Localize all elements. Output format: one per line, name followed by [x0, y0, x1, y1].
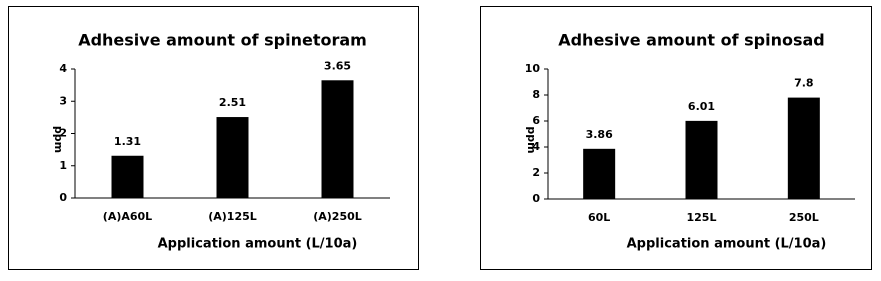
value-label: 7.8	[794, 77, 814, 90]
value-label: 1.31	[114, 135, 141, 148]
x-tick-label: 60L	[588, 211, 610, 224]
chart: Adhesive amount of spinetoram ppm Applicat…	[8, 6, 419, 270]
y-tick-label: 10	[525, 62, 541, 75]
x-axis-label: Application amount (L/10a)	[158, 237, 358, 252]
bar	[583, 148, 616, 199]
chart-title: Adhesive amount of spinosad	[558, 31, 825, 50]
y-tick-label: 3	[59, 94, 67, 107]
chart: Adhesive amount of spinosad ppm Applicatio…	[480, 6, 872, 270]
value-label: 3.86	[586, 128, 613, 141]
y-tick-label: 1	[59, 159, 67, 172]
y-tick-label: 2	[532, 166, 540, 179]
y-tick-label: 0	[59, 191, 67, 204]
bar	[111, 155, 144, 198]
value-label: 2.51	[219, 96, 246, 109]
y-tick-label: 4	[59, 62, 67, 75]
x-tick-label: 125L	[687, 211, 717, 224]
y-tick-label: 0	[532, 192, 540, 205]
y-tick-label: 2	[59, 127, 67, 140]
y-axis-label: ppm	[52, 126, 65, 153]
value-label: 6.01	[688, 100, 715, 113]
x-tick-label: 250L	[789, 211, 819, 224]
y-tick-label: 4	[532, 140, 540, 153]
x-tick-label: (A)A60L	[103, 210, 152, 223]
y-tick-label: 6	[532, 114, 540, 127]
value-label: 3.65	[324, 59, 351, 72]
bar	[787, 97, 820, 199]
y-axis-label: ppm	[525, 126, 538, 153]
x-axis-label: Application amount (L/10a)	[627, 237, 827, 252]
x-tick-label: (A)250L	[313, 210, 362, 223]
y-tick-label: 8	[532, 88, 540, 101]
bar	[685, 120, 718, 199]
bar	[321, 80, 354, 198]
chart-title: Adhesive amount of spinetoram	[78, 31, 367, 50]
x-tick-label: (A)125L	[208, 210, 257, 223]
bar	[216, 117, 249, 198]
